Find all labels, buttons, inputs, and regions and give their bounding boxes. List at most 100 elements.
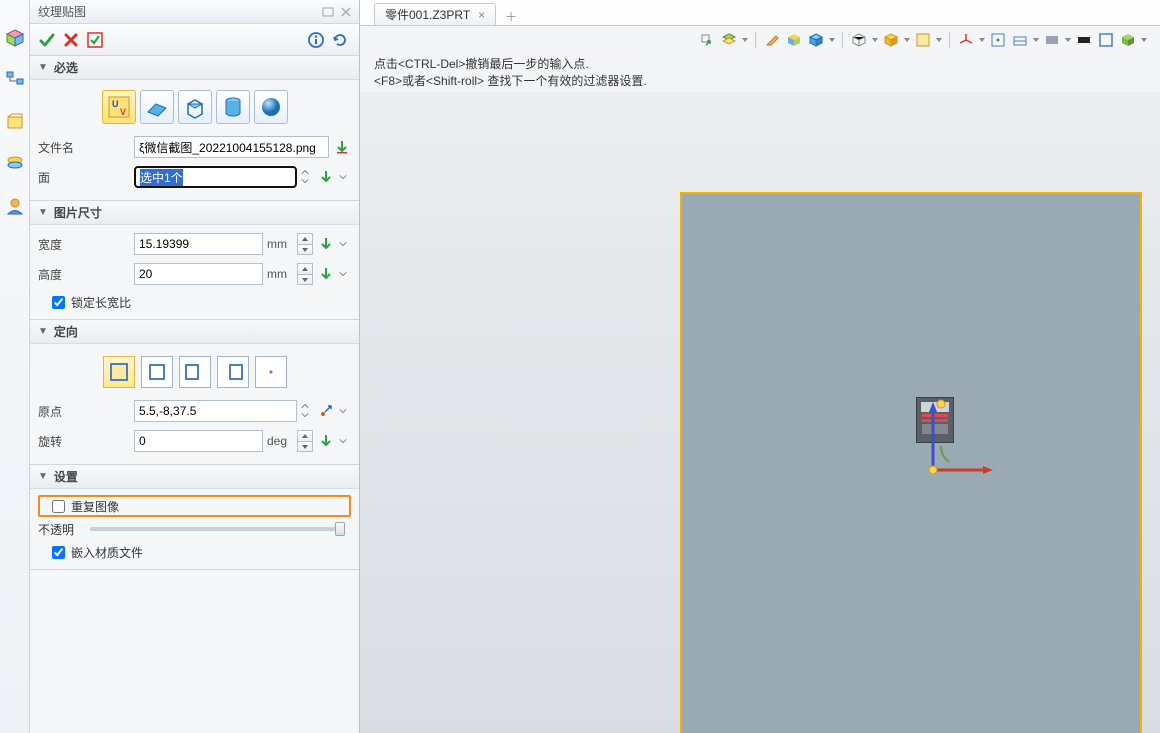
origin-row: 原点 (38, 398, 351, 424)
height-measure-button[interactable] (317, 265, 335, 283)
tb-grey-icon[interactable] (1042, 30, 1062, 50)
repeat-label: 重复图像 (71, 498, 119, 515)
tb-wirecube-dropdown[interactable] (871, 30, 879, 50)
panel-title: 纹理贴图 (36, 3, 317, 20)
width-input[interactable] (134, 233, 263, 255)
opacity-row: 不透明 (38, 517, 351, 541)
tb-wirecube-icon[interactable] (849, 30, 869, 50)
tb-black-icon[interactable] (1074, 30, 1094, 50)
ok-button[interactable] (36, 29, 58, 51)
height-input[interactable] (134, 263, 263, 285)
filename-browse-button[interactable] (333, 138, 351, 156)
width-spinner[interactable] (297, 233, 313, 255)
embed-label: 嵌入材质文件 (71, 544, 143, 561)
height-spinner[interactable] (297, 263, 313, 285)
filename-row: 文件名 (38, 134, 351, 160)
width-measure-button[interactable] (317, 235, 335, 253)
tab-bar: 零件001.Z3PRT × ＋ (360, 0, 1160, 26)
tb-import-icon[interactable] (697, 30, 717, 50)
repeat-checkbox[interactable] (52, 500, 65, 513)
origin-dropdown[interactable] (297, 400, 313, 422)
width-unit: mm (263, 237, 297, 251)
tb-face-icon[interactable] (913, 30, 933, 50)
viewport[interactable]: Z (360, 92, 1160, 733)
tab-close-icon[interactable]: × (478, 8, 485, 22)
tb-plane-icon[interactable] (1010, 30, 1030, 50)
embed-checkbox[interactable] (52, 546, 65, 559)
section-required-header[interactable]: ▼ 必选 (30, 56, 359, 80)
collapse-icon: ▼ (38, 207, 48, 218)
rotation-spinner[interactable] (297, 430, 313, 452)
tb-empty-icon[interactable] (1096, 30, 1116, 50)
manipulator-gizmo[interactable] (905, 392, 995, 482)
hint-line-1: 点击<CTRL-Del>撤销最后一步的输入点. (374, 56, 1146, 73)
orient-point-button[interactable] (255, 356, 287, 388)
collapse-icon: ▼ (38, 326, 48, 337)
origin-input[interactable] (134, 400, 297, 422)
face-input[interactable] (134, 166, 297, 188)
apply-button[interactable] (84, 29, 106, 51)
tb-cube2-dropdown[interactable] (828, 30, 836, 50)
face-pick-dropdown[interactable] (335, 166, 351, 188)
sidebar-tree-icon[interactable] (5, 70, 25, 90)
mapping-box-button[interactable] (178, 90, 212, 124)
tb-goldcube-dropdown[interactable] (903, 30, 911, 50)
new-tab-button[interactable]: ＋ (502, 7, 520, 25)
orient-center-button[interactable] (141, 356, 173, 388)
mapping-planar-button[interactable] (140, 90, 174, 124)
section-size-header[interactable]: ▼ 图片尺寸 (30, 201, 359, 225)
sidebar-layers-icon[interactable] (5, 154, 25, 174)
tb-cube2-icon[interactable] (806, 30, 826, 50)
tb-cube-icon[interactable] (784, 30, 804, 50)
tb-layers-icon[interactable] (719, 30, 739, 50)
tb-green-icon[interactable] (1118, 30, 1138, 50)
rotation-input[interactable] (134, 430, 263, 452)
panel-close-icon[interactable] (339, 5, 353, 19)
tb-dot-icon[interactable] (988, 30, 1008, 50)
face-dropdown[interactable] (297, 166, 313, 188)
tb-plane-dropdown[interactable] (1032, 30, 1040, 50)
reset-button[interactable] (329, 29, 351, 51)
document-tab-label: 零件001.Z3PRT (385, 6, 470, 23)
cancel-button[interactable] (60, 29, 82, 51)
tb-axes-dropdown[interactable] (978, 30, 986, 50)
orient-left-button[interactable] (179, 356, 211, 388)
height-label: 高度 (38, 266, 134, 283)
tb-face-dropdown[interactable] (935, 30, 943, 50)
section-settings-title: 设置 (54, 468, 78, 485)
main-area: 零件001.Z3PRT × ＋ (360, 0, 1160, 733)
rotation-measure-dropdown[interactable] (335, 430, 351, 452)
tb-layers-dropdown[interactable] (741, 30, 749, 50)
section-settings-header[interactable]: ▼ 设置 (30, 465, 359, 489)
width-measure-dropdown[interactable] (335, 233, 351, 255)
tb-pencil-icon[interactable] (762, 30, 782, 50)
tb-goldcube-icon[interactable] (881, 30, 901, 50)
rotation-measure-button[interactable] (317, 432, 335, 450)
panel-collapse-icon[interactable] (321, 5, 335, 19)
tb-axes-icon[interactable] (956, 30, 976, 50)
orient-fit-button[interactable] (103, 356, 135, 388)
rotation-row: 旋转 deg (38, 428, 351, 454)
tb-grey-dropdown[interactable] (1064, 30, 1072, 50)
section-orient-header[interactable]: ▼ 定向 (30, 320, 359, 344)
lock-aspect-checkbox[interactable] (52, 296, 65, 309)
mapping-uv-button[interactable]: UV (102, 90, 136, 124)
section-required-title: 必选 (54, 59, 78, 76)
sidebar-user-icon[interactable] (5, 196, 25, 216)
origin-label: 原点 (38, 403, 134, 420)
orient-right-button[interactable] (217, 356, 249, 388)
document-tab[interactable]: 零件001.Z3PRT × (374, 3, 496, 25)
mapping-cylinder-button[interactable] (216, 90, 250, 124)
origin-pick-button[interactable] (317, 402, 335, 420)
sidebar-box-icon[interactable] (5, 112, 25, 132)
face-pick-button[interactable] (317, 168, 335, 186)
mapping-sphere-button[interactable] (254, 90, 288, 124)
height-measure-dropdown[interactable] (335, 263, 351, 285)
filename-input[interactable] (134, 136, 329, 158)
info-button[interactable] (305, 29, 327, 51)
opacity-slider[interactable] (90, 527, 345, 531)
tb-green-dropdown[interactable] (1140, 30, 1148, 50)
sidebar-cube-icon[interactable] (5, 28, 25, 48)
origin-pick-dropdown[interactable] (335, 400, 351, 422)
width-row: 宽度 mm (38, 231, 351, 257)
